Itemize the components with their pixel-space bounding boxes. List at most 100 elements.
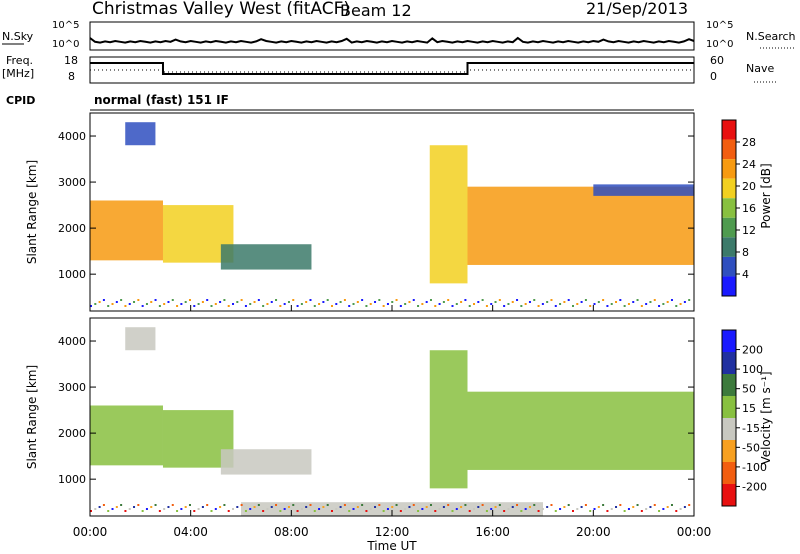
freq-tick-high: 18	[64, 54, 78, 67]
echo-region-3	[220, 244, 312, 270]
colorbar-segment	[722, 217, 736, 238]
echo-speck	[279, 510, 282, 512]
echo-speck	[559, 303, 562, 305]
velocity-colorbar-label: Velocity [m s⁻¹]	[759, 371, 773, 464]
echo-speck	[421, 508, 424, 510]
echo-speck	[150, 301, 153, 303]
colorbar-tick-label: -100	[742, 461, 767, 474]
cpid-label: CPID	[6, 94, 35, 107]
ytick-label: 2000	[58, 222, 86, 235]
echo-speck	[675, 305, 678, 307]
echo-speck	[253, 506, 256, 508]
velocity-panel: 4000 3000 2000 1000 Slant Range [km] 200 100…	[25, 305, 773, 553]
echo-speck	[292, 504, 295, 506]
echo-speck	[343, 299, 346, 301]
echo-speck	[675, 510, 678, 512]
xtick-label: 16:00	[475, 525, 510, 539]
echo-speck	[688, 504, 691, 506]
echo-speck	[481, 299, 484, 301]
echo-speck	[305, 301, 308, 303]
echo-speck	[473, 303, 476, 305]
colorbar-tick-label: 100	[742, 363, 763, 376]
echo-speck	[167, 301, 170, 303]
echo-speck	[541, 303, 544, 305]
echo-speck	[163, 303, 166, 305]
echo-speck	[249, 508, 252, 510]
station-title: Christmas Valley West (fitACF)	[92, 0, 350, 19]
echo-speck	[550, 504, 553, 506]
time-xlabel: Time UT	[366, 539, 417, 553]
echo-speck	[442, 506, 445, 508]
echo-speck	[378, 504, 381, 506]
echo-speck	[567, 504, 570, 506]
echo-speck	[619, 504, 622, 506]
colorbar-segment	[722, 484, 736, 506]
echo-speck	[503, 305, 506, 307]
echo-speck	[498, 299, 501, 301]
echo-speck	[107, 510, 110, 512]
echo-speck	[275, 299, 278, 301]
echo-speck	[666, 506, 669, 508]
colorbar-tick-label: 28	[742, 136, 756, 149]
echo-speck	[348, 510, 351, 512]
colorbar-tick-label: 12	[742, 224, 756, 237]
echo-speck	[322, 301, 325, 303]
echo-speck	[645, 508, 648, 510]
echo-speck	[326, 299, 329, 301]
noise-left-tick-low: 10^0	[52, 39, 79, 50]
echo-speck	[133, 301, 136, 303]
echo-speck	[197, 303, 200, 305]
echo-speck	[438, 508, 441, 510]
power-echo-layer	[90, 122, 694, 307]
echo-speck	[679, 508, 682, 510]
echo-region-1	[90, 200, 163, 261]
echo-speck	[193, 305, 196, 307]
echo-speck	[494, 301, 497, 303]
echo-speck	[348, 305, 351, 307]
xtick-label: 04:00	[173, 525, 208, 539]
freq-label: Freq.	[6, 54, 33, 67]
echo-speck	[262, 510, 265, 512]
echo-speck	[658, 305, 661, 307]
colorbar-segment	[722, 440, 736, 462]
echo-speck	[283, 303, 286, 305]
echo-speck	[223, 504, 226, 506]
echo-speck	[120, 504, 123, 506]
echo-speck	[141, 510, 144, 512]
echo-speck	[365, 510, 368, 512]
echo-speck	[563, 301, 566, 303]
echo-speck	[576, 508, 579, 510]
echo-speck	[188, 504, 191, 506]
echo-speck	[632, 301, 635, 303]
echo-region-7	[241, 502, 543, 516]
colorbar-segment	[722, 120, 736, 140]
echo-speck	[270, 506, 273, 508]
echo-speck	[227, 305, 230, 307]
echo-speck	[528, 506, 531, 508]
echo-speck	[602, 504, 605, 506]
ytick-label: 1000	[58, 473, 86, 486]
cpid-value: normal (fast) 151 IF	[94, 93, 229, 107]
echo-speck	[498, 504, 501, 506]
echo-speck	[408, 506, 411, 508]
echo-speck	[528, 301, 531, 303]
echo-speck	[632, 506, 635, 508]
echo-speck	[533, 504, 536, 506]
echo-speck	[206, 504, 209, 506]
echo-speck	[537, 510, 540, 512]
echo-speck	[503, 510, 506, 512]
noise-left-tick-high: 10^5	[52, 20, 79, 31]
echo-speck	[670, 504, 673, 506]
echo-speck	[137, 299, 140, 301]
colorbar-segment	[722, 237, 736, 257]
echo-speck	[640, 305, 643, 307]
echo-speck	[546, 301, 549, 303]
nave-tick-high: 60	[710, 54, 724, 67]
echo-speck	[266, 303, 269, 305]
echo-speck	[356, 301, 359, 303]
echo-speck	[593, 303, 596, 305]
echo-speck	[335, 508, 338, 510]
echo-speck	[627, 508, 630, 510]
echo-speck	[102, 299, 105, 301]
echo-speck	[361, 504, 364, 506]
